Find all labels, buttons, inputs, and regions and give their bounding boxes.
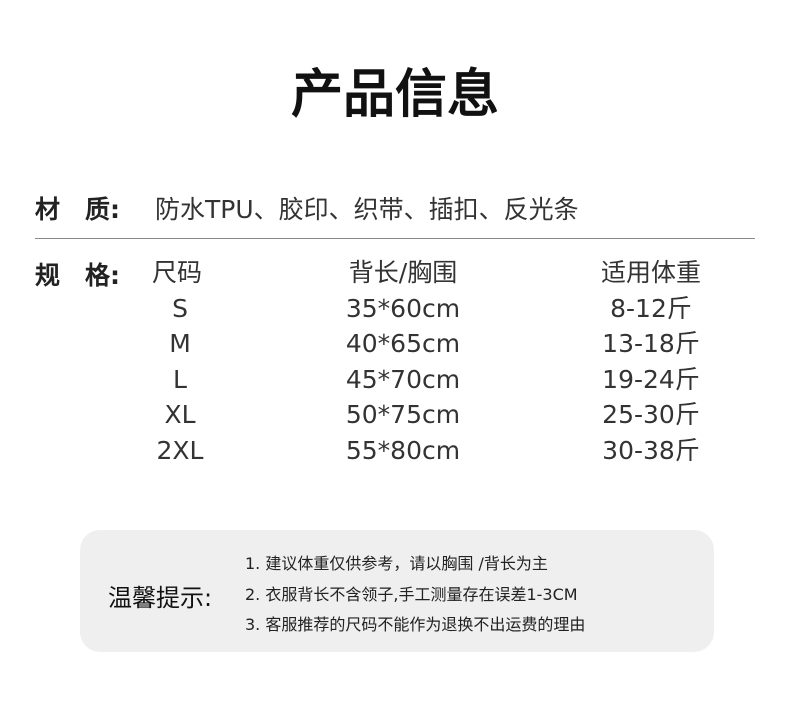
- material-value: 防水TPU、胶印、织带、插扣、反光条: [155, 195, 579, 224]
- size-cell: L: [173, 364, 187, 394]
- divider: [35, 238, 755, 239]
- tip-note: 1. 建议体重仅供参考，请以胸围 /背长为主: [245, 554, 548, 573]
- weight-cell: 25-30斤: [602, 400, 700, 430]
- spec-label: 规 格:: [35, 261, 120, 290]
- measure-header: 背长/胸围: [348, 258, 458, 287]
- tips-label: 温馨提示:: [108, 584, 213, 612]
- tip-note: 3. 客服推荐的尺码不能作为退换不出运费的理由: [245, 615, 586, 634]
- measure-cell: 45*70cm: [345, 364, 461, 394]
- tip-note: 2. 衣服背长不含领子,手工测量存在误差1-3CM: [245, 585, 578, 604]
- size-cell: 2XL: [156, 435, 204, 465]
- measure-cell: 35*60cm: [345, 293, 461, 323]
- weight-cell: 19-24斤: [602, 364, 700, 394]
- weight-header: 适用体重: [600, 258, 701, 287]
- size-cell: M: [169, 329, 191, 359]
- weight-cell: 30-38斤: [602, 435, 700, 465]
- material-label: 材 质:: [35, 195, 120, 224]
- weight-column: 适用体重 8-12斤 13-18斤 19-24斤 25-30斤 30-38斤: [571, 255, 731, 469]
- measure-cell: 40*65cm: [345, 329, 461, 359]
- size-cell: XL: [164, 400, 196, 430]
- measure-cell: 55*80cm: [345, 435, 461, 465]
- size-header: 尺码: [152, 258, 203, 287]
- size-cell: S: [172, 293, 188, 323]
- measure-cell: 50*75cm: [345, 400, 461, 430]
- weight-cell: 13-18斤: [602, 329, 700, 359]
- page-title: 产品信息: [290, 65, 499, 125]
- size-column: 尺码 S M L XL 2XL: [130, 255, 230, 469]
- tips-box: [80, 530, 714, 652]
- measure-column: 背长/胸围 35*60cm 40*65cm 45*70cm 50*75cm 55…: [323, 255, 483, 469]
- weight-cell: 8-12斤: [610, 293, 692, 323]
